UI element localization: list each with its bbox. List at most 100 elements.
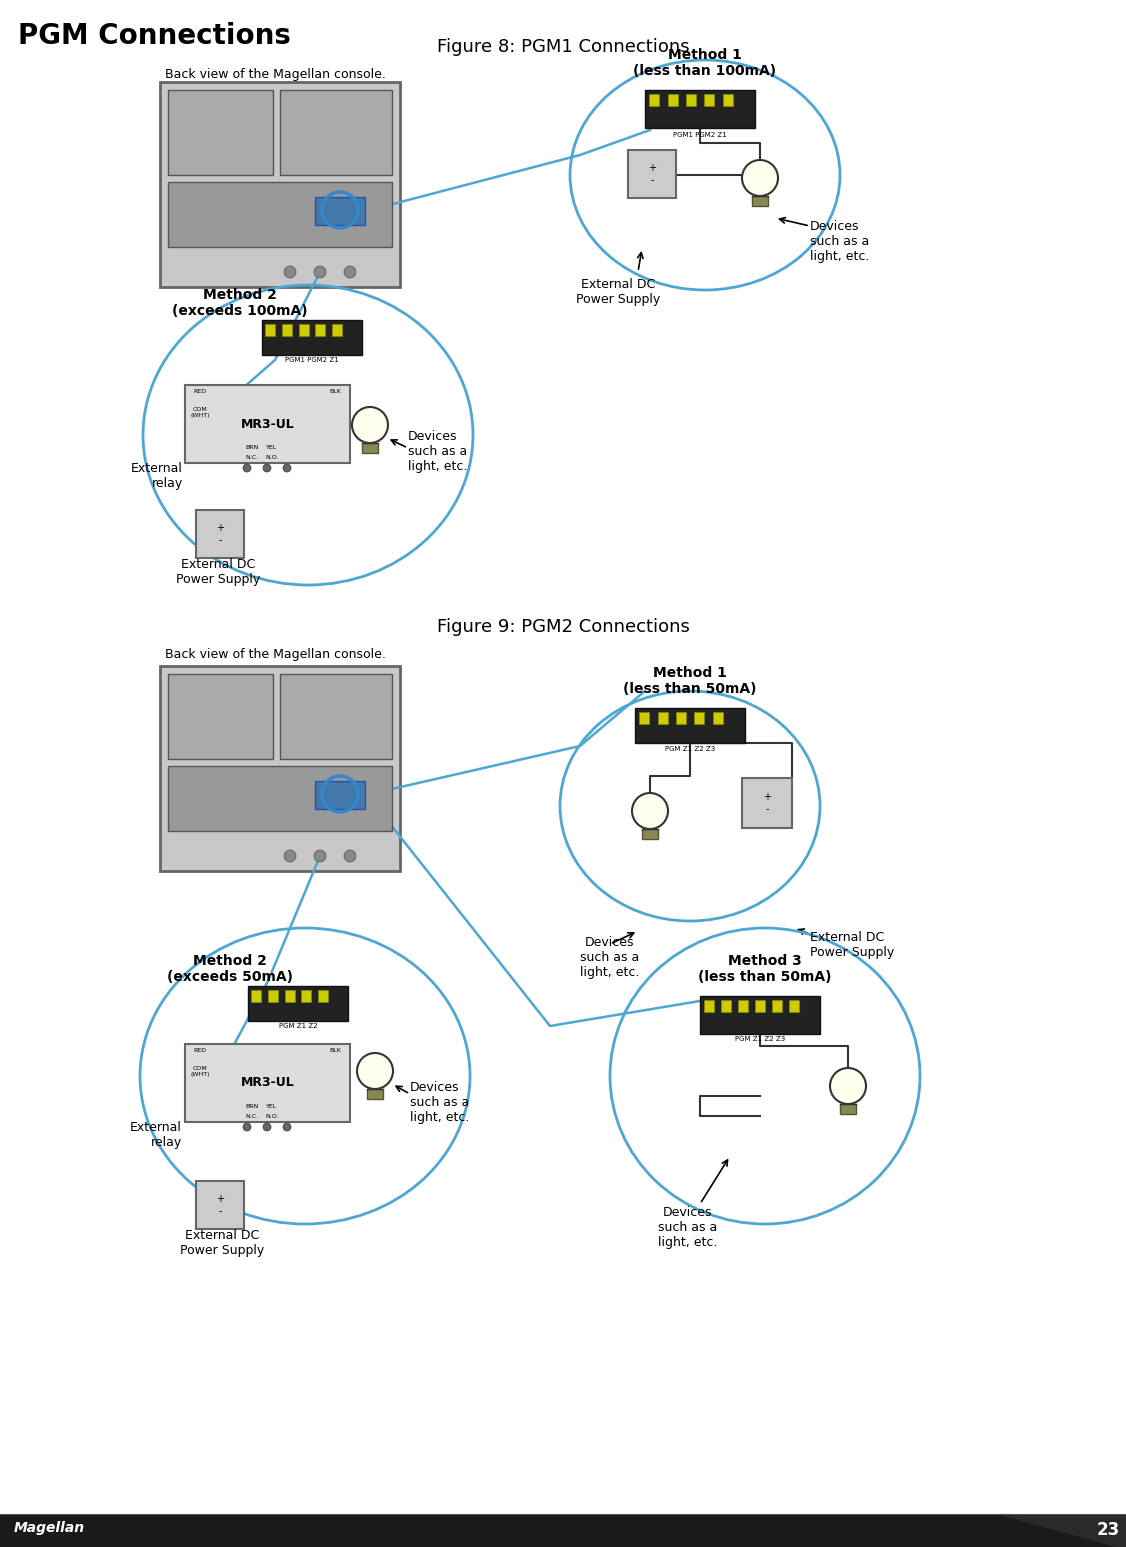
Circle shape	[243, 464, 251, 472]
Bar	[266, 323, 276, 336]
Bar	[196, 1180, 244, 1228]
Bar	[367, 1089, 383, 1098]
Text: Back view of the Magellan console.: Back view of the Magellan console.	[166, 68, 386, 80]
Bar	[628, 150, 676, 198]
Bar	[840, 1105, 856, 1114]
Text: External DC
Power Supply: External DC Power Supply	[575, 278, 660, 306]
Bar	[752, 196, 768, 206]
Bar	[645, 90, 756, 128]
Circle shape	[357, 1054, 393, 1089]
Bar	[168, 183, 392, 248]
Text: Method 1
(less than 50mA): Method 1 (less than 50mA)	[624, 667, 757, 696]
Text: N.C.: N.C.	[245, 455, 259, 459]
Bar	[742, 778, 792, 828]
Circle shape	[283, 464, 291, 472]
Bar	[262, 320, 361, 354]
Bar	[0, 1515, 1126, 1547]
Bar	[318, 990, 328, 1002]
Bar	[650, 94, 659, 107]
Text: External DC
Power Supply: External DC Power Supply	[810, 931, 894, 959]
Circle shape	[345, 266, 356, 278]
Circle shape	[314, 266, 327, 278]
Bar	[168, 766, 392, 831]
Bar	[268, 990, 278, 1002]
Text: Devices
such as a
light, etc.: Devices such as a light, etc.	[810, 220, 869, 263]
Text: PGM Z1 Z2 Z3: PGM Z1 Z2 Z3	[735, 1036, 785, 1043]
Text: RED: RED	[194, 1047, 206, 1054]
Text: +
-: + -	[216, 523, 224, 545]
Bar	[361, 442, 378, 453]
Bar	[658, 712, 668, 724]
Bar	[642, 829, 658, 838]
Bar	[756, 999, 765, 1012]
Polygon shape	[1000, 1515, 1126, 1547]
Text: Devices
such as a
light, etc.: Devices such as a light, etc.	[410, 1081, 470, 1125]
Circle shape	[830, 1067, 866, 1105]
Text: BLK: BLK	[329, 388, 341, 394]
Circle shape	[263, 464, 271, 472]
Text: +
-: + -	[763, 792, 771, 814]
Text: YEL: YEL	[267, 446, 278, 450]
Circle shape	[263, 1123, 271, 1131]
Circle shape	[632, 794, 668, 829]
Bar	[713, 712, 723, 724]
Bar	[704, 999, 714, 1012]
Text: PGM Z1 Z2 Z3: PGM Z1 Z2 Z3	[664, 746, 715, 752]
Text: MR3-UL: MR3-UL	[241, 418, 294, 430]
Text: Method 2
(exceeds 100mA): Method 2 (exceeds 100mA)	[172, 288, 307, 319]
Text: Method 3
(less than 50mA): Method 3 (less than 50mA)	[698, 954, 832, 984]
Circle shape	[284, 266, 296, 278]
Text: BRN: BRN	[245, 1105, 259, 1109]
Text: External DC
Power Supply: External DC Power Supply	[176, 558, 260, 586]
Bar	[635, 709, 745, 743]
Text: PGM1 PGM2 Z1: PGM1 PGM2 Z1	[285, 357, 339, 364]
Bar	[789, 999, 799, 1012]
Text: +
-: + -	[216, 1194, 224, 1216]
Bar	[282, 323, 292, 336]
Text: Method 2
(exceeds 50mA): Method 2 (exceeds 50mA)	[167, 954, 293, 984]
Text: RED: RED	[194, 388, 206, 394]
Text: COM
(WHT): COM (WHT)	[190, 1066, 209, 1077]
Text: N.O.: N.O.	[266, 1114, 279, 1118]
Bar	[298, 323, 309, 336]
Bar	[160, 82, 400, 288]
Circle shape	[284, 849, 296, 862]
Bar	[721, 999, 731, 1012]
Bar	[700, 996, 820, 1033]
Text: YEL: YEL	[267, 1105, 278, 1109]
Circle shape	[345, 849, 356, 862]
Bar	[332, 323, 342, 336]
Bar	[723, 94, 733, 107]
Bar	[315, 196, 365, 224]
Bar	[668, 94, 678, 107]
Text: Magellan: Magellan	[14, 1521, 86, 1535]
Text: +
-: + -	[647, 162, 656, 184]
Text: PGM1 PGM2 Z1: PGM1 PGM2 Z1	[673, 131, 727, 138]
Bar	[185, 385, 350, 463]
Text: BLK: BLK	[329, 1047, 341, 1054]
Bar	[160, 667, 400, 871]
Text: MR3-UL: MR3-UL	[241, 1077, 294, 1089]
Bar	[694, 712, 704, 724]
Bar	[772, 999, 783, 1012]
Text: Devices
such as a
light, etc.: Devices such as a light, etc.	[659, 1207, 717, 1248]
Bar	[676, 712, 686, 724]
Bar	[686, 94, 696, 107]
Bar	[168, 674, 272, 760]
Bar	[302, 990, 311, 1002]
Bar	[168, 90, 272, 175]
Bar	[285, 990, 295, 1002]
Text: Figure 8: PGM1 Connections: Figure 8: PGM1 Connections	[437, 39, 689, 56]
Text: Method 1
(less than 100mA): Method 1 (less than 100mA)	[634, 48, 777, 79]
Circle shape	[283, 1123, 291, 1131]
Bar	[315, 781, 365, 809]
Bar	[280, 674, 392, 760]
Bar	[640, 712, 650, 724]
Text: External
relay: External relay	[131, 1122, 182, 1149]
Bar	[738, 999, 748, 1012]
Text: PGM Connections: PGM Connections	[18, 22, 291, 50]
Text: N.O.: N.O.	[266, 455, 279, 459]
Text: External
relay: External relay	[131, 463, 184, 490]
Circle shape	[314, 849, 327, 862]
Text: Devices
such as a
light, etc.: Devices such as a light, etc.	[408, 430, 467, 473]
